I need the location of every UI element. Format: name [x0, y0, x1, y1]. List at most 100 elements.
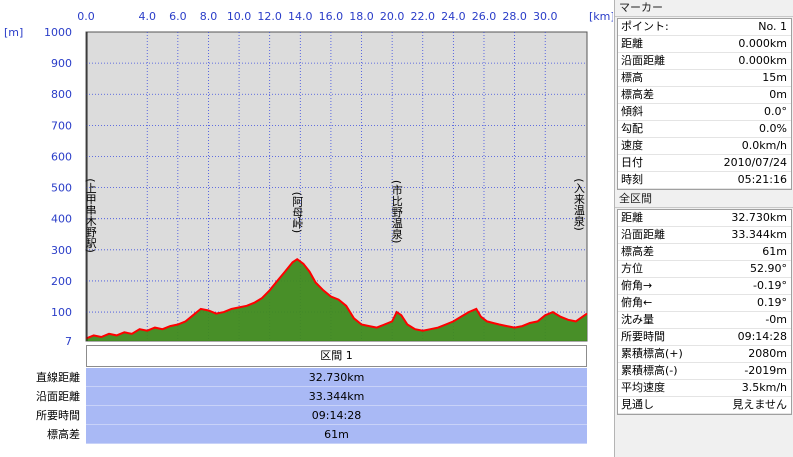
x-tick-label: 24.0: [441, 10, 466, 23]
all-sections-info-value: -0.19°: [753, 279, 787, 292]
all-sections-info-key: 俯角←: [621, 296, 653, 309]
marker-info-key: 標高差: [621, 88, 654, 101]
all-sections-info-value: -0m: [765, 313, 787, 326]
all-sections-info-row: 俯角→ -0.19°: [618, 278, 791, 295]
marker-info-key: ポイント:: [621, 20, 669, 33]
plot-area[interactable]: [85, 31, 588, 342]
all-sections-info-row: 方位 52.90°: [618, 261, 791, 278]
all-sections-info-value: 見えません: [732, 398, 787, 411]
y-tick-label: 200: [51, 275, 72, 288]
y-tick-label: 400: [51, 213, 72, 226]
landmark-label: (上甲串木野駅): [84, 178, 97, 253]
x-tick-label: 28.0: [502, 10, 527, 23]
marker-info-key: 日付: [621, 156, 643, 169]
marker-info-value: 05:21:16: [737, 173, 787, 186]
all-sections-info-value: -2019m: [744, 364, 787, 377]
x-tick-label: 12.0: [257, 10, 282, 23]
marker-info-row: 時刻 05:21:16: [618, 172, 791, 189]
marker-info-key: 距離: [621, 37, 643, 50]
all-sections-info-key: 沈み量: [621, 313, 654, 326]
y-tick-label: 600: [51, 150, 72, 163]
y-tick-label: 800: [51, 88, 72, 101]
x-tick-label: 6.0: [169, 10, 187, 23]
y-tick-label: 7: [65, 335, 72, 345]
marker-info-row: 沿面距離 0.000km: [618, 53, 791, 70]
marker-info-row: 標高 15m: [618, 70, 791, 87]
marker-info-value: 0.000km: [738, 37, 787, 50]
all-sections-info-key: 沿面距離: [621, 228, 665, 241]
elevation-profile-panel: 0.0 4.0 6.0 8.0 10.0 12.0 14.0 16.0 18.0 20.0 22.0…: [0, 0, 613, 444]
marker-info-value: 0m: [769, 88, 787, 101]
all-sections-info-table: 距離 32.730km 沿面距離 33.344km 標高差 61m 方位 52.90° 俯角→ -…: [617, 209, 792, 415]
x-tick-label: 10.0: [227, 10, 252, 23]
x-axis-unit: [km]: [589, 10, 613, 23]
all-sections-title: 全区間: [615, 191, 793, 208]
x-tick-label: 4.0: [138, 10, 156, 23]
all-sections-info-key: 標高差: [621, 245, 654, 258]
section-row-label: 直線距離: [36, 371, 80, 384]
section-row: 所要時間 09:14:28: [0, 406, 600, 425]
marker-info-value: No. 1: [758, 20, 787, 33]
all-sections-info-key: 俯角→: [621, 279, 653, 292]
y-axis-unit: [m]: [4, 26, 23, 39]
all-sections-info-key: 所要時間: [621, 330, 665, 343]
all-sections-info-key: 距離: [621, 211, 643, 224]
all-sections-info-key: 累積標高(-): [621, 364, 678, 377]
marker-info-key: 沿面距離: [621, 54, 665, 67]
landmark-label: (市比野温泉): [390, 180, 403, 244]
x-tick-label: 16.0: [319, 10, 344, 23]
x-tick-label: 14.0: [288, 10, 313, 23]
marker-info-value: 0.0%: [759, 122, 787, 135]
all-sections-info-row: 累積標高(+) 2080m: [618, 346, 791, 363]
all-sections-info-value: 09:14:28: [737, 330, 787, 343]
x-tick-label: 20.0: [380, 10, 405, 23]
section-row: 直線距離 32.730km: [0, 368, 600, 387]
section-row-label: 標高差: [47, 428, 80, 441]
marker-panel-title: マーカー: [615, 0, 793, 17]
all-sections-info-row: 累積標高(-) -2019m: [618, 363, 791, 380]
marker-info-row: 距離 0.000km: [618, 36, 791, 53]
info-panel: マーカー ポイント: No. 1 距離 0.000km 沿面距離 0.000km 標高 15m…: [614, 0, 793, 457]
x-tick-label: 30.0: [533, 10, 558, 23]
marker-info-key: 傾斜: [621, 105, 643, 118]
marker-info-row: 速度 0.0km/h: [618, 138, 791, 155]
y-tick-label: 1000: [44, 26, 72, 39]
section-row-value: 61m: [86, 425, 587, 444]
section-row: 沿面距離 33.344km: [0, 387, 600, 406]
elevation-chart[interactable]: 0.0 4.0 6.0 8.0 10.0 12.0 14.0 16.0 18.0 20.0 22.0…: [0, 0, 613, 345]
all-sections-info-value: 32.730km: [731, 211, 787, 224]
x-tick-label: 26.0: [472, 10, 497, 23]
all-sections-info-value: 0.19°: [757, 296, 787, 309]
landmark-label: (入来温泉): [572, 178, 585, 231]
all-sections-info-row: 平均速度 3.5km/h: [618, 380, 791, 397]
section-row-label: 沿面距離: [36, 390, 80, 403]
marker-info-key: 標高: [621, 71, 643, 84]
marker-info-key: 速度: [621, 139, 643, 152]
all-sections-info-row: 所要時間 09:14:28: [618, 329, 791, 346]
marker-info-value: 0.0km/h: [741, 139, 787, 152]
marker-info-table: ポイント: No. 1 距離 0.000km 沿面距離 0.000km 標高 15m 標高差 0m…: [617, 18, 792, 190]
x-tick-label: 8.0: [200, 10, 218, 23]
marker-info-value: 2010/07/24: [723, 156, 787, 169]
all-sections-info-value: 2080m: [748, 347, 787, 360]
section-row-value: 33.344km: [86, 387, 587, 406]
marker-info-value: 15m: [762, 71, 787, 84]
all-sections-info-row: 俯角← 0.19°: [618, 295, 791, 312]
marker-info-key: 時刻: [621, 173, 643, 186]
elevation-area: [86, 259, 587, 341]
marker-info-row: 標高差 0m: [618, 87, 791, 104]
all-sections-info-row: 標高差 61m: [618, 244, 791, 261]
all-sections-info-value: 33.344km: [731, 228, 787, 241]
section-row-value: 09:14:28: [86, 406, 587, 425]
all-sections-info-row: 沈み量 -0m: [618, 312, 791, 329]
all-sections-info-value: 3.5km/h: [741, 381, 787, 394]
elevation-line: [85, 257, 588, 340]
marker-info-row: 日付 2010/07/24: [618, 155, 791, 172]
x-tick-label: 0.0: [77, 10, 95, 23]
all-sections-info-key: 見通し: [621, 398, 654, 411]
section-header[interactable]: 区間 1: [86, 345, 587, 367]
all-sections-info-value: 52.90°: [750, 262, 787, 275]
y-tick-label: 300: [51, 244, 72, 257]
marker-info-value: 0.0°: [764, 105, 787, 118]
all-sections-info-key: 方位: [621, 262, 643, 275]
